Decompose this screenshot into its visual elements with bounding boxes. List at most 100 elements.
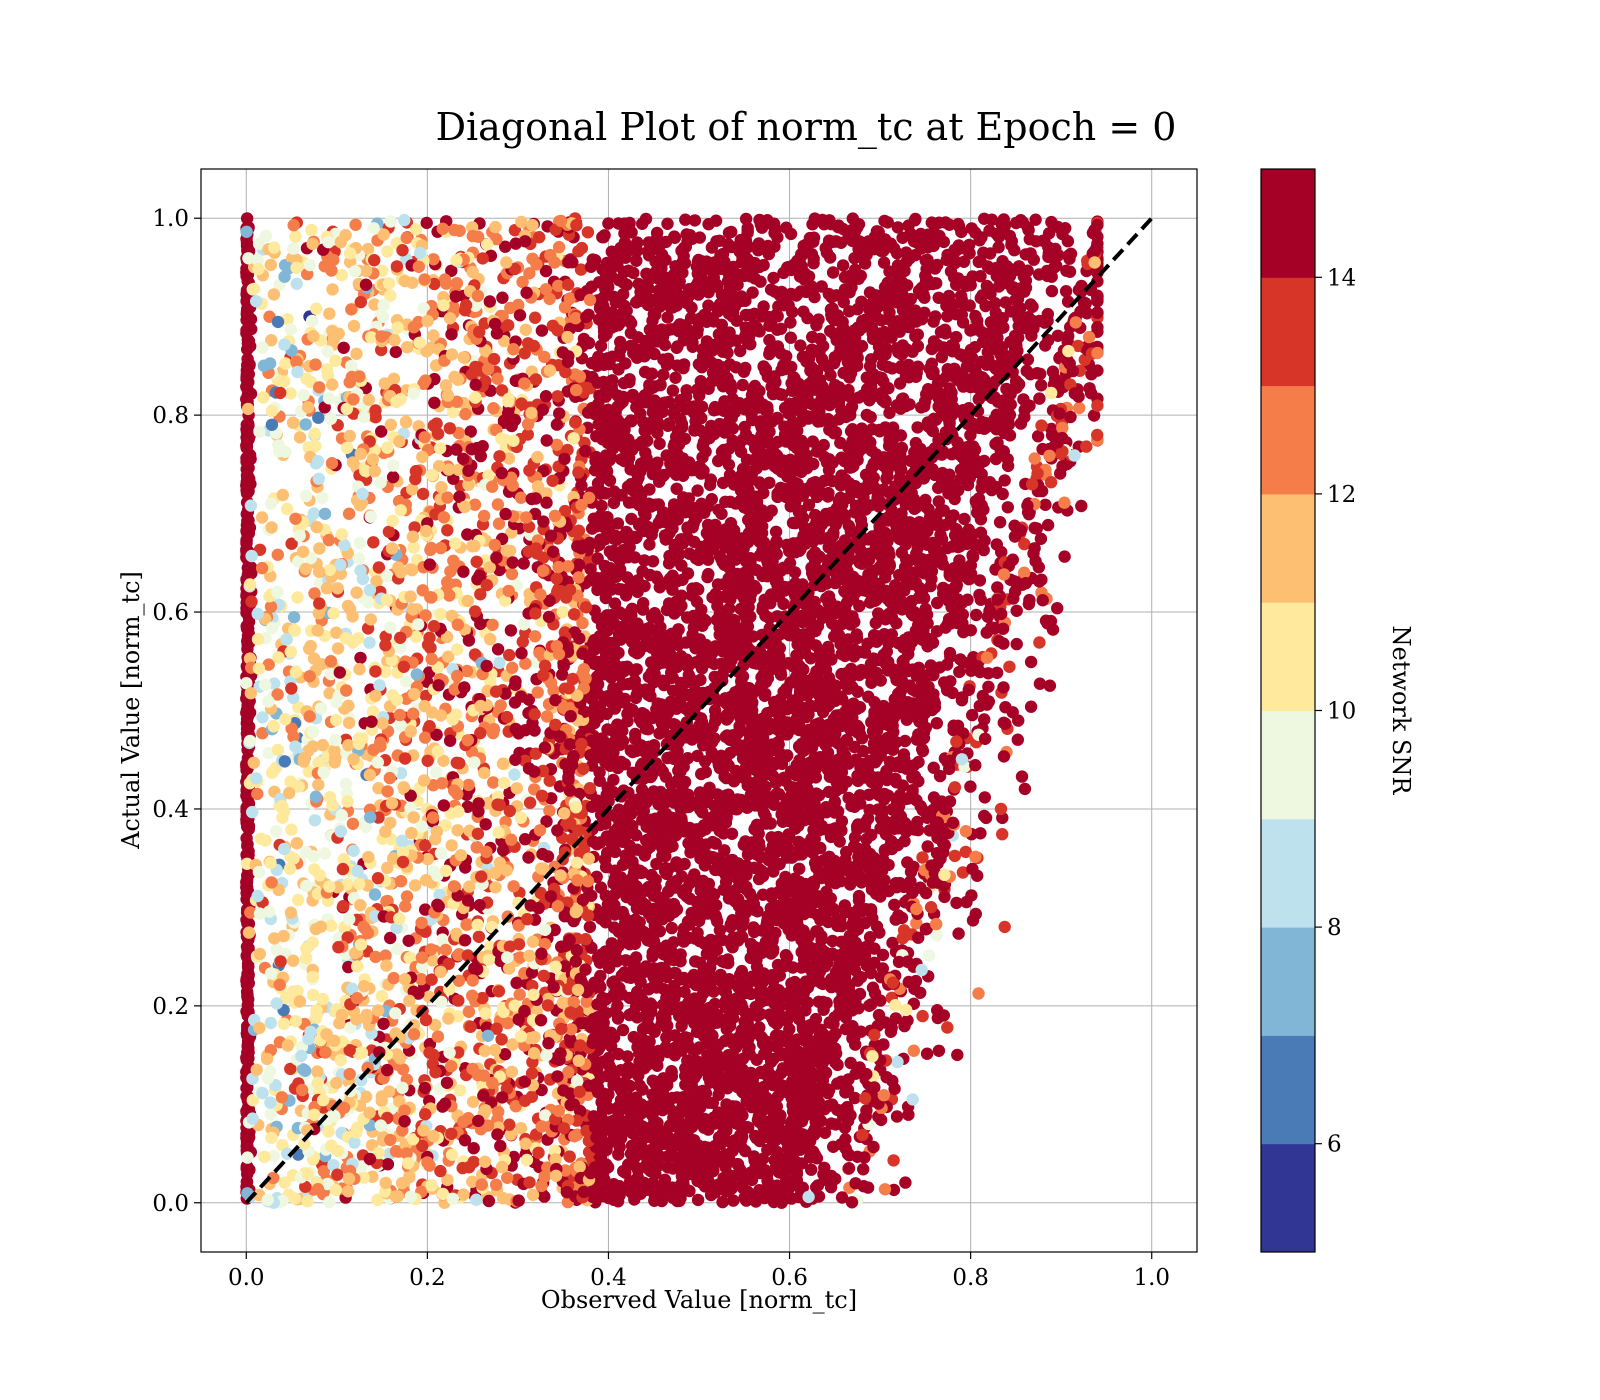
scatter-point <box>381 569 394 583</box>
scatter-point <box>724 517 738 530</box>
scatter-point <box>561 330 574 344</box>
scatter-point <box>746 286 759 299</box>
scatter-point <box>371 1193 384 1207</box>
chart-title: Diagonal Plot of norm_tc at Epoch = 0 <box>436 105 1177 150</box>
scatter-point <box>514 491 528 504</box>
scatter-point <box>337 341 350 354</box>
scatter-point <box>423 558 436 571</box>
scatter-point <box>586 370 599 384</box>
scatter-point <box>537 515 550 528</box>
scatter-point <box>247 282 261 296</box>
scatter-point <box>241 311 254 324</box>
scatter-point <box>287 611 301 624</box>
scatter-point <box>492 985 506 998</box>
scatter-point <box>450 277 464 290</box>
scatter-point <box>279 357 292 370</box>
scatter-point <box>970 608 983 622</box>
scatter-point <box>357 1171 370 1184</box>
scatter-point <box>241 435 254 448</box>
scatter-point <box>439 943 452 957</box>
scatter-point <box>428 396 441 409</box>
scatter-point <box>243 652 257 665</box>
scatter-point <box>240 832 253 845</box>
scatter-point <box>241 1162 254 1175</box>
scatter-point <box>306 988 320 1002</box>
scatter-point <box>478 766 491 780</box>
scatter-point <box>400 341 414 354</box>
scatter-point <box>241 1140 254 1153</box>
scatter-point <box>507 880 520 893</box>
scatter-point <box>240 848 253 861</box>
scatter-point <box>497 844 510 857</box>
scatter-point <box>528 724 541 737</box>
scatter-point <box>559 365 572 379</box>
scatter-point <box>806 218 819 231</box>
scatter-point <box>974 513 988 526</box>
scatter-point <box>240 620 253 633</box>
scatter-point <box>374 476 387 489</box>
scatter-point <box>450 756 463 769</box>
scatter-point <box>293 431 307 444</box>
scatter-point <box>291 591 304 604</box>
scatter-point <box>941 310 954 323</box>
scatter-point <box>721 372 734 385</box>
scatter-point <box>243 521 257 534</box>
scatter-point <box>491 643 505 656</box>
scatter-point <box>1025 329 1038 342</box>
scatter-point <box>688 214 702 227</box>
scatter-point <box>679 213 692 226</box>
scatter-point <box>289 230 302 243</box>
scatter-point <box>264 1108 277 1121</box>
scatter-point <box>406 483 419 496</box>
scatter-point <box>271 743 285 757</box>
scatter-point <box>240 392 253 405</box>
scatter-point <box>793 862 806 875</box>
scatter-point <box>709 909 722 922</box>
scatter-point <box>643 483 656 496</box>
scatter-point <box>267 288 281 301</box>
scatter-point <box>264 1096 277 1109</box>
scatter-point <box>270 943 283 956</box>
scatter-point <box>958 512 971 526</box>
scatter-point <box>911 328 924 341</box>
scatter-point <box>242 960 255 973</box>
scatter-point <box>470 555 483 568</box>
scatter-point <box>264 1016 277 1030</box>
scatter-point <box>264 258 277 272</box>
scatter-point <box>241 869 254 882</box>
scatter-point <box>932 291 945 304</box>
scatter-point <box>550 572 563 585</box>
scatter-point <box>241 789 254 802</box>
scatter-point <box>510 976 523 990</box>
scatter-point <box>581 226 595 239</box>
scatter-point <box>418 731 432 744</box>
scatter-point <box>251 633 265 646</box>
scatter-point <box>381 245 394 258</box>
scatter-point <box>583 920 597 934</box>
scatter-point <box>930 717 943 730</box>
scatter-point <box>852 889 866 903</box>
scatter-point <box>594 881 608 894</box>
scatter-point <box>445 839 458 852</box>
scatter-point <box>445 264 458 277</box>
scatter-point <box>309 439 322 453</box>
scatter-point <box>535 324 549 337</box>
scatter-point <box>652 498 665 511</box>
scatter-point <box>342 960 355 974</box>
scatter-point <box>376 717 389 730</box>
scatter-point <box>303 710 316 723</box>
scatter-point <box>966 550 980 564</box>
scatter-point <box>242 1052 255 1065</box>
scatter-point <box>383 621 397 634</box>
scatter-point <box>347 319 361 333</box>
scatter-point <box>240 537 253 550</box>
scatter-point <box>308 427 321 440</box>
scatter-point <box>526 218 539 232</box>
scatter-point <box>784 316 797 329</box>
scatter-point <box>441 491 454 504</box>
scatter-point <box>396 244 409 257</box>
scatter-point <box>496 291 509 304</box>
scatter-point <box>873 926 886 939</box>
scatter-point <box>563 1150 576 1163</box>
scatter-point <box>241 1151 254 1164</box>
